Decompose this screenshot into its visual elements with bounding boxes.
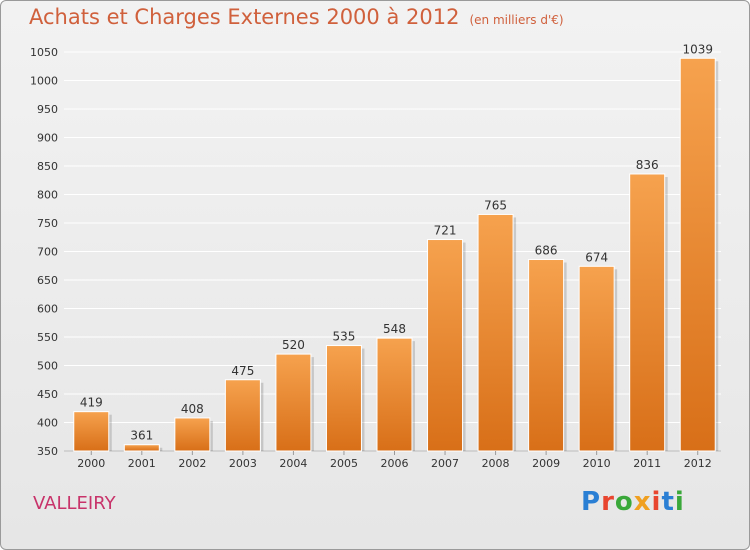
bar <box>679 57 716 452</box>
logo-letter: i <box>651 487 662 517</box>
x-tick-label: 2010 <box>583 457 611 470</box>
bar <box>275 353 312 452</box>
y-tick-label: 450 <box>37 388 58 401</box>
bar-value-label: 475 <box>231 364 254 378</box>
logo-letter: x <box>633 487 652 517</box>
y-tick-label: 650 <box>37 274 58 287</box>
chart-subtitle: (en milliers d'€) <box>469 13 564 27</box>
bar-value-label: 419 <box>80 396 103 410</box>
bar <box>578 265 615 452</box>
bar <box>376 337 413 452</box>
y-tick-label: 550 <box>37 331 58 344</box>
logo-letter: o <box>614 487 634 517</box>
x-tick-label: 2002 <box>178 457 206 470</box>
x-tick-label: 2007 <box>431 457 459 470</box>
bar-value-label: 408 <box>181 402 204 416</box>
y-tick-label: 850 <box>37 160 58 173</box>
data-labels: 419 361 408 475 520 535 548 721 765 686 674 836 1039 <box>80 42 713 442</box>
x-tick-label: 2000 <box>77 457 105 470</box>
y-tick-label: 500 <box>37 360 58 373</box>
bar <box>123 444 160 452</box>
y-tick-label: 600 <box>37 303 58 316</box>
x-tick-label: 2008 <box>482 457 510 470</box>
x-tick-label: 2011 <box>633 457 661 470</box>
bar <box>224 379 261 452</box>
x-tick-label: 2006 <box>381 457 409 470</box>
y-axis: 350 400 450 500 550 600 650 700 750 800 850 900 950 1… <box>30 46 721 458</box>
chart-title-text: Achats et Charges Externes 2000 à 2012 <box>29 5 460 29</box>
bar <box>73 411 110 452</box>
bar <box>427 239 464 452</box>
logo-letter: t <box>661 487 675 517</box>
x-tick-label: 2003 <box>229 457 257 470</box>
bar-value-label: 548 <box>383 322 406 336</box>
bar-value-label: 1039 <box>682 42 713 56</box>
y-tick-label: 1050 <box>30 46 58 59</box>
bar-value-label: 535 <box>333 330 356 344</box>
bar-value-label: 765 <box>484 198 507 212</box>
y-tick-label: 400 <box>37 417 58 430</box>
bar <box>629 173 666 452</box>
x-tick-label: 2004 <box>279 457 307 470</box>
x-axis: 2000 2001 2002 2003 2004 2005 2006 2007 2008 2009… <box>77 451 712 470</box>
logo-letter: r <box>601 487 615 517</box>
y-tick-label: 1000 <box>30 75 58 88</box>
y-tick-label: 350 <box>37 445 58 458</box>
bar-value-label: 361 <box>130 429 153 443</box>
logo-letter: i <box>674 487 685 517</box>
y-tick-label: 750 <box>37 217 58 230</box>
x-tick-label: 2005 <box>330 457 358 470</box>
bar-value-label: 836 <box>636 158 659 172</box>
bar <box>325 345 362 452</box>
y-tick-label: 700 <box>37 246 58 259</box>
y-tick-label: 900 <box>37 132 58 145</box>
bar <box>528 258 565 452</box>
bar-value-label: 674 <box>585 250 608 264</box>
x-tick-label: 2001 <box>128 457 156 470</box>
bars <box>73 57 719 452</box>
proxiti-logo[interactable]: Proxiti <box>581 487 685 517</box>
bar-value-label: 721 <box>434 224 457 238</box>
logo-letter: P <box>581 487 602 517</box>
x-tick-label: 2009 <box>532 457 560 470</box>
x-tick-label: 2012 <box>684 457 712 470</box>
commune-name: VALLEIRY <box>33 493 116 514</box>
bar <box>174 417 211 452</box>
bar <box>477 213 514 452</box>
chart-title: Achats et Charges Externes 2000 à 2012 (e… <box>29 5 564 29</box>
bar-value-label: 686 <box>535 243 558 257</box>
y-tick-label: 950 <box>37 103 58 116</box>
y-tick-label: 800 <box>37 189 58 202</box>
bar-value-label: 520 <box>282 338 305 352</box>
